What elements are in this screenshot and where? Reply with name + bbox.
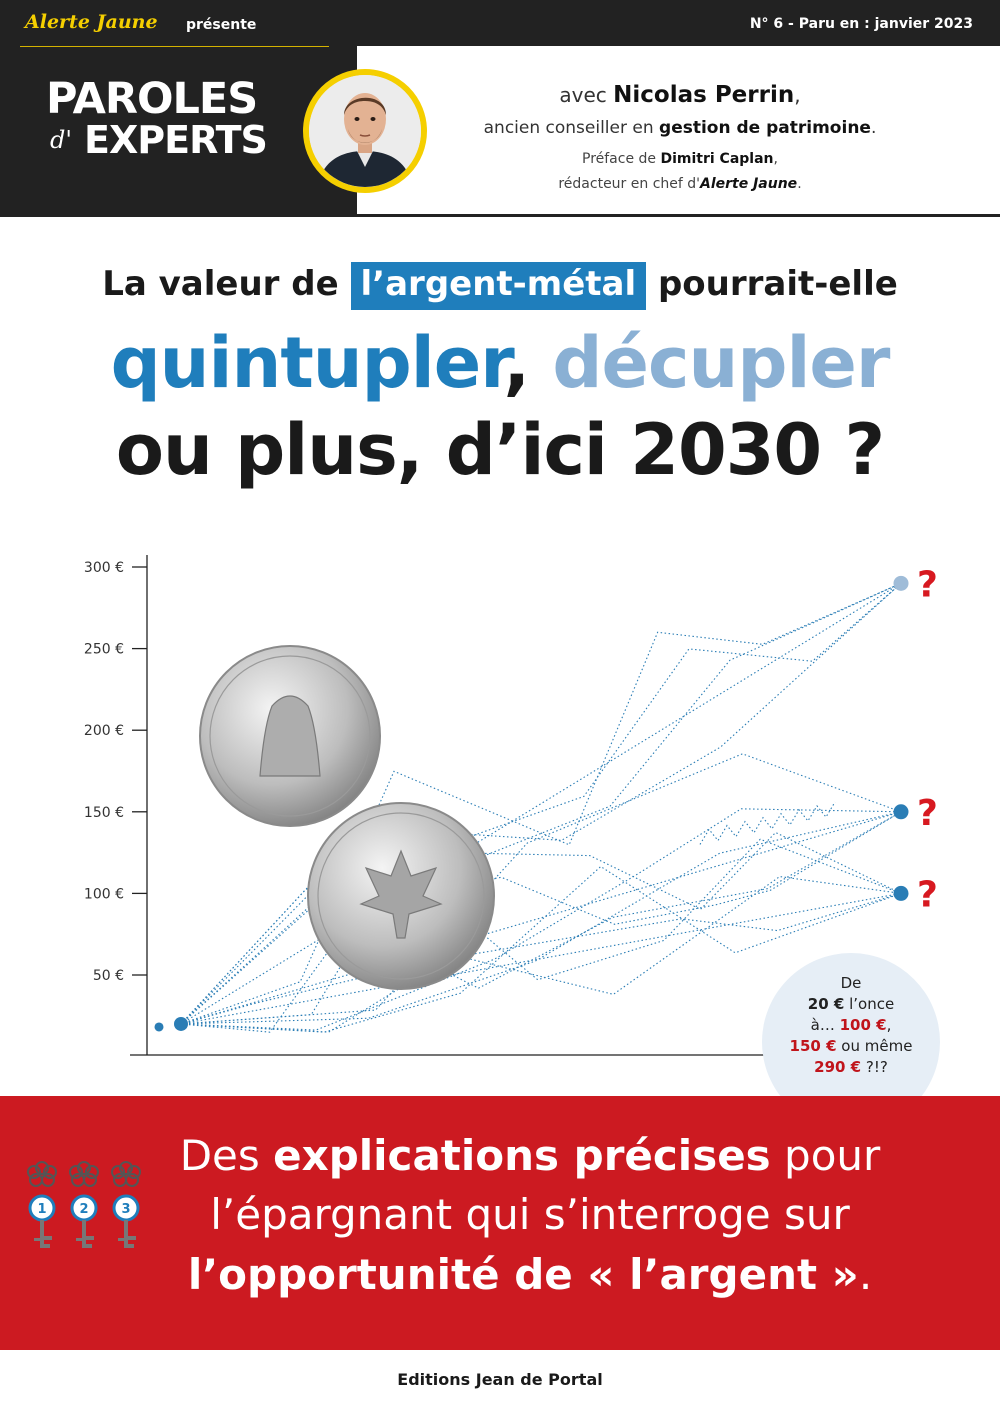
question-mark: ? <box>917 793 938 834</box>
target-point <box>893 575 909 591</box>
y-tick-label: 200 € <box>84 723 124 739</box>
header-dark-panel <box>0 0 357 214</box>
target-point <box>893 804 909 820</box>
target-point <box>893 885 909 901</box>
preface-role-line: rédacteur en chef d'Alerte Jaune. <box>558 176 802 192</box>
banner-emphasis: explications précises <box>273 1131 771 1180</box>
price-path <box>180 811 902 1033</box>
price-path <box>180 811 902 1025</box>
key-icon: 1 <box>27 1161 57 1248</box>
price-path <box>180 808 902 1031</box>
price-path <box>180 875 902 1033</box>
issue-info: N° 6 - Paru en : janvier 2023 <box>749 16 973 32</box>
price-path <box>180 582 902 1025</box>
banner-line2: l’épargnant qui s’interroge sur <box>210 1190 850 1239</box>
banner <box>0 1096 1000 1350</box>
series-title-prefix: d' <box>50 126 72 154</box>
bubble-value-20: 20 € <box>807 995 845 1013</box>
brand-presents: présente <box>186 17 257 33</box>
price-path <box>180 582 902 1025</box>
projection-ray <box>180 582 902 1025</box>
preface-role-brand: Alerte Jaune <box>700 176 798 192</box>
projection-ray <box>180 811 902 1025</box>
start-point-small <box>154 1022 164 1032</box>
chart-points: ??? <box>154 564 938 1032</box>
series-title-line1: PAROLES <box>46 74 258 124</box>
preface-line: Préface de Dimitri Caplan, <box>582 151 778 167</box>
y-tick-label: 50 € <box>93 968 124 984</box>
key-icon: 3 <box>111 1161 141 1248</box>
author-role-line: ancien conseiller en gestion de patrimoi… <box>483 118 877 138</box>
price-path-volatile <box>699 801 836 845</box>
banner-line1: Des explications précises pour <box>179 1131 881 1180</box>
silver-price-chart: 300 €250 €200 €150 €100 €50 € ??? <box>84 555 938 1056</box>
y-tick-label: 250 € <box>84 642 124 658</box>
key-number: 2 <box>79 1202 88 1217</box>
headline-line3: ou plus, d’ici 2030 ? <box>115 409 885 491</box>
bubble-value-150: 150 € <box>789 1037 837 1055</box>
author-portrait <box>303 69 427 193</box>
publisher-name: Editions Jean de Portal <box>397 1370 603 1389</box>
headline-word-decupler: décupler <box>552 322 890 404</box>
author-role: gestion de patrimoine <box>659 118 871 138</box>
maple-leaf-icon <box>359 849 443 939</box>
y-tick-label: 100 € <box>84 886 124 902</box>
start-point <box>174 1016 188 1031</box>
price-path <box>180 838 902 1025</box>
bubble-value-100: 100 € <box>839 1016 887 1034</box>
key-icon: 2 <box>69 1161 99 1248</box>
question-mark: ? <box>917 874 938 915</box>
preface-name: Dimitri Caplan <box>660 151 774 167</box>
author-line: avec Nicolas Perrin, <box>559 82 801 108</box>
headline-line1: La valeur de l’argent-métal pourrait-ell… <box>0 262 1000 310</box>
coin-maple-leaf <box>307 802 495 990</box>
key-number: 3 <box>121 1202 130 1217</box>
price-path <box>180 811 902 1025</box>
y-tick-label: 150 € <box>84 805 124 821</box>
y-tick-label: 300 € <box>84 560 124 576</box>
header-author-panel <box>357 46 1000 214</box>
coin-hercule <box>199 645 381 827</box>
series-title-line2: EXPERTS <box>84 118 268 162</box>
headline-highlight: l’argent-métal <box>350 262 647 310</box>
brand-logo: Alerte Jaune <box>25 11 158 33</box>
banner-line3: l’opportunité de « l’argent ». <box>187 1250 873 1299</box>
brand-underline <box>20 46 329 47</box>
silver-coins-illustration <box>199 645 495 990</box>
headline-word-quintupler: quintupler <box>110 322 505 404</box>
figures-relief-icon <box>259 695 321 777</box>
price-path <box>180 582 902 1025</box>
header-divider <box>0 214 1000 217</box>
bubble-value-290: 290 € <box>814 1058 862 1076</box>
author-name: Nicolas Perrin <box>613 82 795 108</box>
keys-illustration: 1 2 3 <box>27 1161 141 1248</box>
key-number: 1 <box>37 1202 46 1217</box>
question-mark: ? <box>917 564 938 605</box>
chart-axes: 300 € 250 € 200 € 150 € 100 € 50 € <box>84 555 770 1056</box>
chart-lines <box>180 582 902 1033</box>
price-path <box>180 831 902 1025</box>
header-top-bar <box>357 0 1000 46</box>
headline-line2: quintupler, décupler <box>110 322 891 404</box>
price-path <box>180 753 902 1025</box>
